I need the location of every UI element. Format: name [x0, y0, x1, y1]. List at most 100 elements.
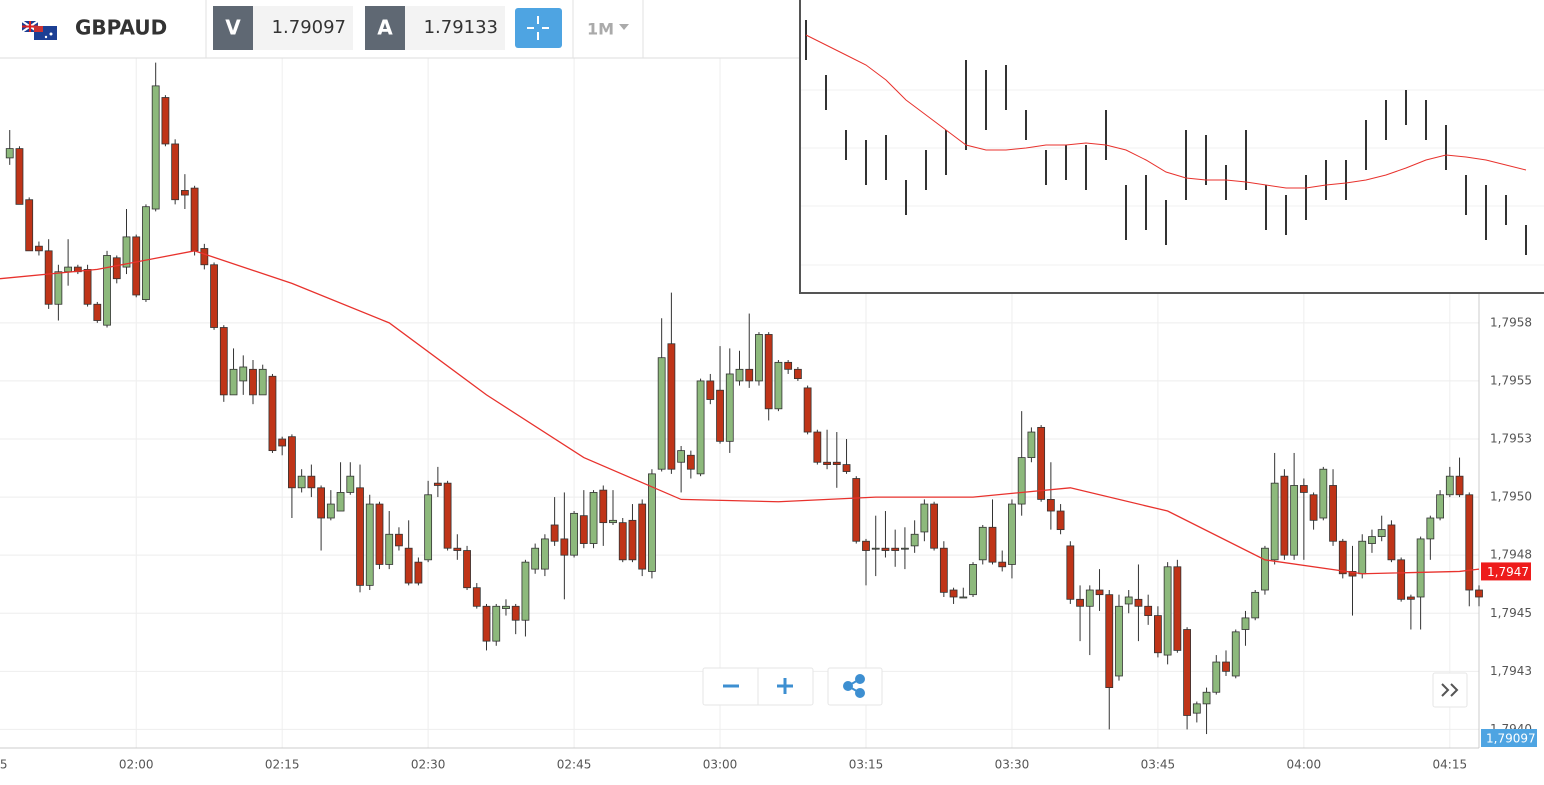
candle-body: [725, 373, 734, 442]
candle-body: [1124, 596, 1133, 605]
candle-body: [881, 547, 890, 551]
candle-body: [657, 357, 666, 470]
candle-body: [862, 540, 870, 551]
candle-body: [677, 450, 686, 463]
scroll-end-icon: [1441, 683, 1459, 697]
candle-body: [375, 503, 384, 565]
candle-body: [1348, 571, 1357, 577]
candle-body: [589, 492, 598, 544]
candle-body: [365, 503, 374, 586]
candle-body: [1202, 691, 1211, 705]
candle-body: [618, 522, 627, 561]
y-tick-label: 1,7943: [1490, 664, 1532, 678]
candle-body: [716, 389, 724, 442]
ask-price: 1.79133: [424, 17, 498, 38]
candle-body: [920, 503, 929, 533]
candle-body: [706, 380, 715, 400]
candle-body: [1056, 510, 1065, 531]
candle-body: [317, 487, 325, 519]
share-button[interactable]: [827, 667, 883, 706]
zoom-in[interactable]: [777, 678, 793, 694]
candle-body: [453, 547, 462, 551]
candle-body: [1066, 545, 1075, 600]
bid-key[interactable]: [213, 6, 253, 50]
candle-body: [83, 269, 92, 305]
candle-body: [171, 143, 180, 201]
candle-body: [258, 368, 267, 396]
y-tick-label: 1,7945: [1490, 606, 1532, 620]
bid-tag: [1481, 729, 1537, 747]
candle-body: [1192, 703, 1201, 714]
x-tick-label: 03:15: [849, 758, 884, 772]
crosshair-button[interactable]: [515, 8, 562, 48]
candle-body: [1115, 605, 1123, 677]
bid-box[interactable]: [253, 6, 353, 50]
ask-box[interactable]: [405, 6, 505, 50]
candle-body: [628, 519, 637, 561]
x-tick-label: 01:45: [0, 758, 8, 772]
candle-body: [696, 380, 705, 475]
candle-body: [550, 524, 559, 542]
candle-body: [210, 264, 218, 328]
candle-body: [784, 361, 793, 370]
candle-body: [793, 368, 802, 380]
candle-body: [667, 343, 676, 470]
candle-body: [482, 605, 491, 642]
candle-body: [395, 533, 403, 547]
candle-body: [521, 561, 530, 621]
candle-body: [414, 561, 423, 584]
scroll-end-button[interactable]: [1432, 672, 1468, 708]
candle-body: [1027, 431, 1036, 458]
candle-body: [852, 478, 861, 542]
candle-body: [1455, 475, 1464, 496]
candle-body: [229, 368, 238, 396]
candle-body: [1416, 538, 1425, 598]
timeframe[interactable]: 1M: [587, 20, 614, 39]
candle-body: [1465, 494, 1474, 591]
candle-body: [200, 248, 209, 266]
x-tick-label: 04:00: [1287, 758, 1322, 772]
candle-body: [579, 515, 588, 544]
candle-body: [268, 375, 277, 452]
candle-body: [1397, 559, 1406, 600]
ask-key[interactable]: [365, 6, 405, 50]
candle-body: [638, 503, 647, 570]
candle-body: [1387, 524, 1396, 561]
x-tick-label: 02:30: [411, 758, 446, 772]
candle-body: [44, 250, 53, 305]
candle-body: [842, 464, 851, 472]
overview-inset: [799, 0, 1544, 294]
candle-body: [15, 148, 24, 205]
candle-body: [404, 547, 413, 584]
candle-body: [54, 271, 63, 305]
candle-body: [336, 492, 345, 512]
candle-body: [1085, 589, 1094, 607]
candle-body: [949, 589, 958, 598]
candle-body: [472, 587, 481, 607]
candle-body: [297, 475, 306, 489]
flag-icon: [21, 20, 57, 40]
candle-body: [25, 199, 34, 252]
candle-body: [180, 190, 189, 196]
dropdown-arrow: [619, 24, 629, 30]
candle-body: [1212, 661, 1221, 693]
candle-body: [1154, 615, 1162, 654]
candle-body: [190, 187, 199, 252]
candle-body: [998, 561, 1007, 568]
y-tick-label: 1,7958: [1490, 315, 1532, 329]
candle-body: [1319, 468, 1328, 519]
candle-body: [1261, 547, 1269, 591]
candle-body: [1008, 503, 1016, 565]
candle-body: [307, 475, 316, 489]
ask-key-label: A: [377, 16, 393, 40]
candle-body: [1017, 457, 1026, 505]
candle-body: [142, 206, 150, 301]
candle-body: [103, 255, 111, 326]
candle-body: [648, 473, 656, 572]
candle-body: [871, 547, 880, 550]
candle-body: [443, 482, 452, 549]
candle-body: [1299, 485, 1308, 493]
bid-price: 1.79097: [272, 17, 346, 38]
candle-body: [910, 533, 919, 547]
